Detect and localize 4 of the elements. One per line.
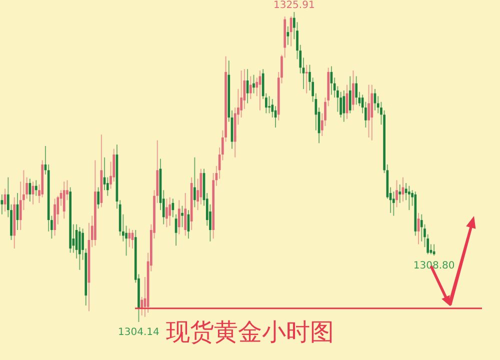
annotation: 1308.80 xyxy=(413,260,455,272)
text: 现货黄金小时图 xyxy=(166,320,334,346)
annotation: 1325.91 xyxy=(273,0,315,11)
annotation: 1304.14 xyxy=(118,327,160,338)
